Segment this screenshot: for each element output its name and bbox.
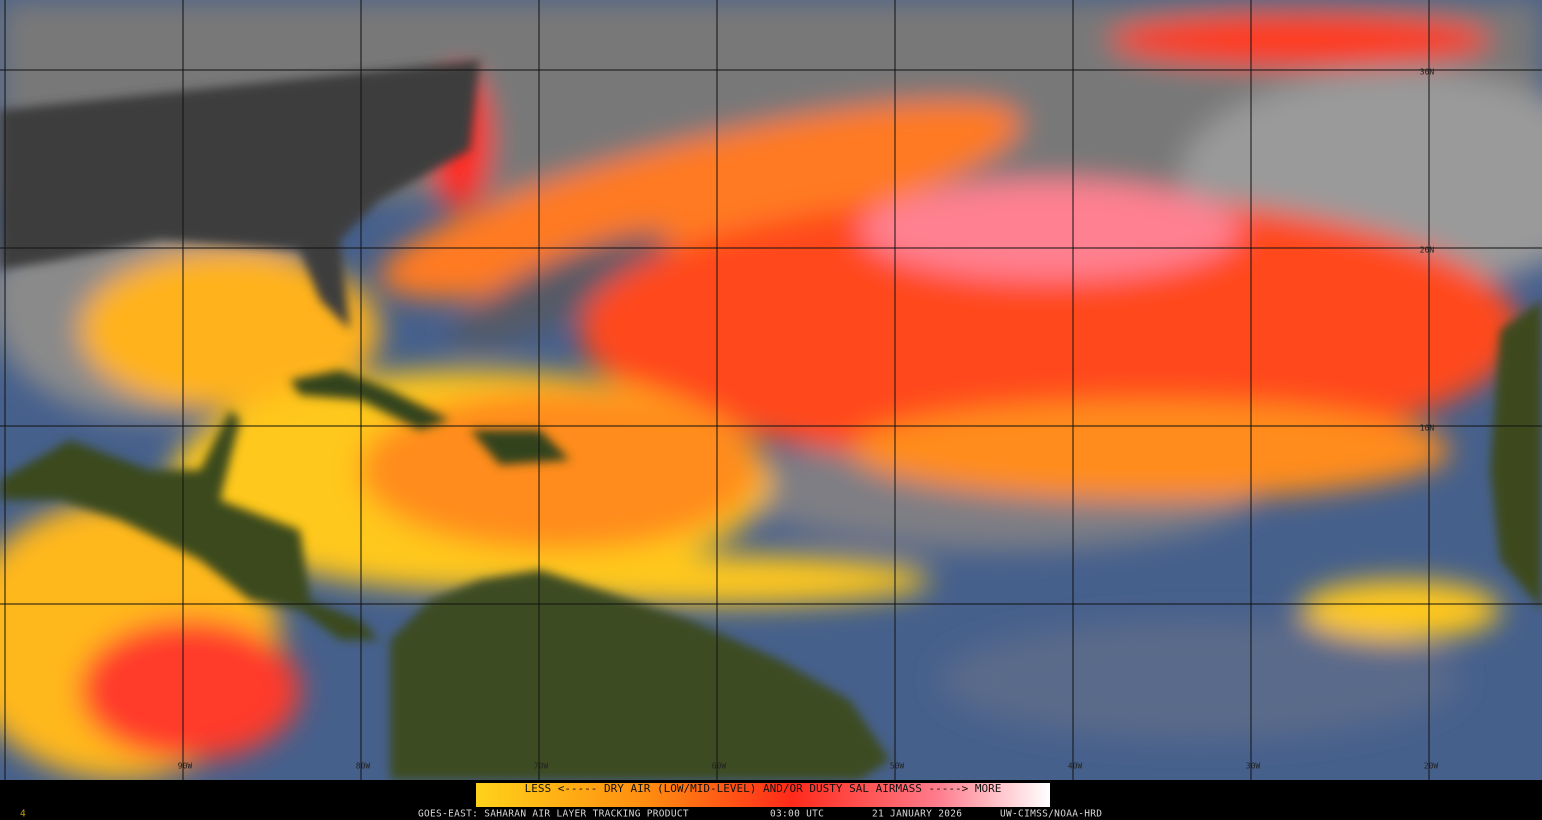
latitude-label: 10N	[1420, 424, 1435, 433]
longitude-label: 40W	[1068, 762, 1083, 771]
graticule	[0, 0, 1542, 780]
imagery	[0, 0, 1542, 780]
color-bar	[476, 783, 1050, 807]
longitude-label: 70W	[534, 762, 549, 771]
legend-text: LESS <----- DRY AIR (LOW/MID-LEVEL) AND/…	[525, 782, 1002, 795]
longitude-label: 90W	[178, 762, 193, 771]
longitude-label: 60W	[712, 762, 727, 771]
longitude-label: 50W	[890, 762, 905, 771]
latitude-label: 30N	[1420, 68, 1435, 77]
graticule-labels: 90W 80W 70W 60W 50W 40W 30W 20W 30N 20N 10N	[178, 68, 1439, 771]
footer-credit: UW-CIMSS/NOAA-HRD	[1000, 809, 1102, 820]
footer-time: 03:00 UTC	[770, 809, 824, 820]
latitude-label: 20N	[1420, 246, 1435, 255]
frame-number: 4	[20, 809, 26, 820]
footer-date: 21 JANUARY 2026	[872, 809, 962, 820]
longitude-label: 20W	[1424, 762, 1439, 771]
longitude-label: 80W	[356, 762, 371, 771]
footer-product: GOES-EAST: SAHARAN AIR LAYER TRACKING PR…	[418, 809, 689, 820]
longitude-label: 30W	[1246, 762, 1261, 771]
